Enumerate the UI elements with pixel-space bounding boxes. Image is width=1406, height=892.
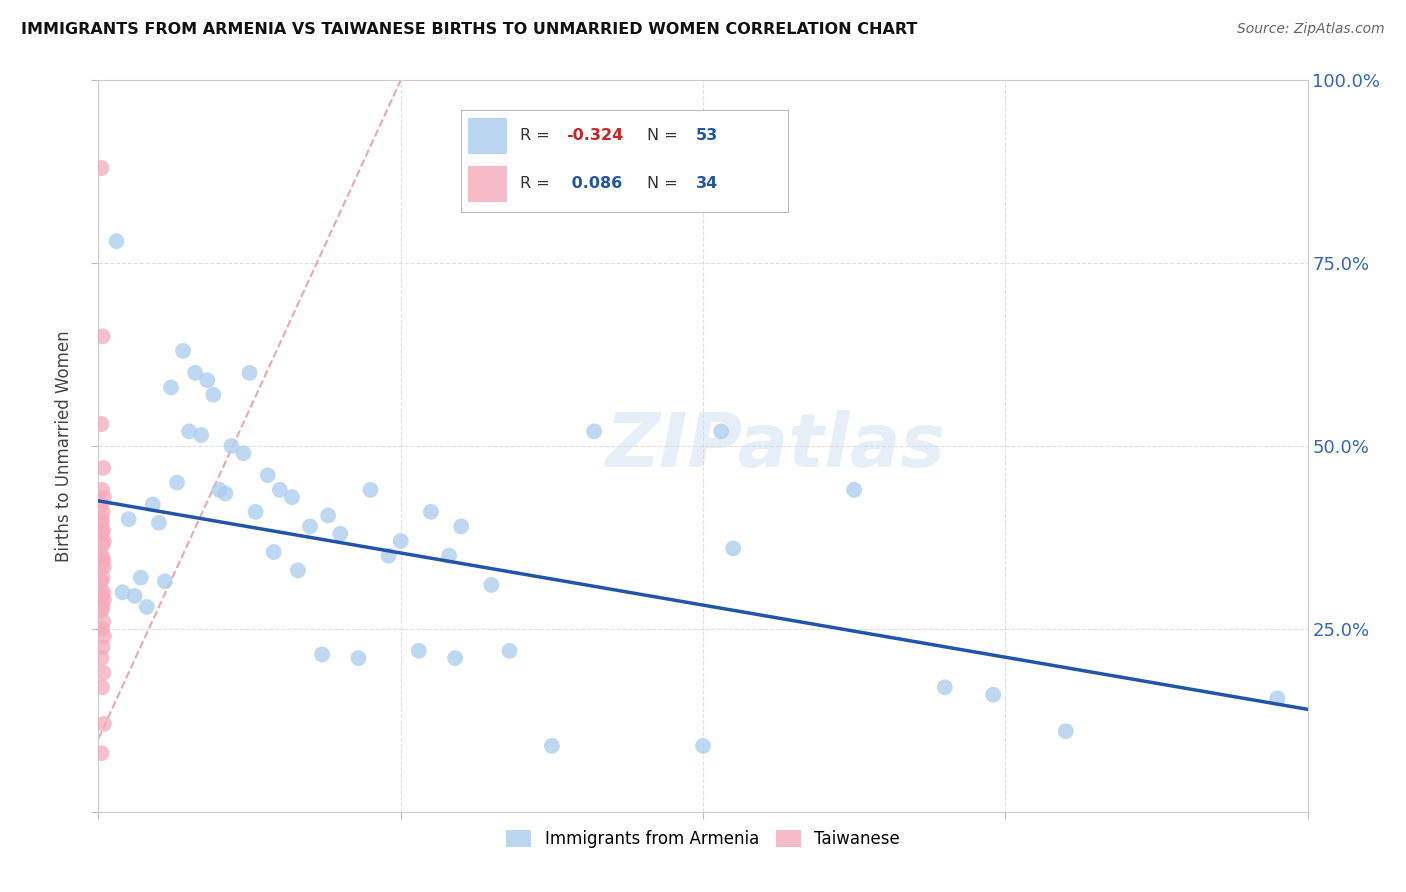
Point — [91, 523, 114, 537]
Point — [377, 549, 399, 563]
Point — [184, 366, 207, 380]
Point — [245, 505, 267, 519]
Point — [329, 526, 352, 541]
Point — [91, 552, 114, 566]
Point — [91, 622, 114, 636]
Point — [202, 388, 225, 402]
Point — [148, 516, 170, 530]
Point — [93, 490, 115, 504]
Point — [91, 640, 114, 655]
Point — [172, 343, 194, 358]
Point — [93, 559, 115, 574]
Point — [1267, 691, 1289, 706]
Point — [91, 461, 114, 475]
Point — [498, 644, 520, 658]
Y-axis label: Births to Unmarried Women: Births to Unmarried Women — [55, 330, 73, 562]
Point — [256, 468, 278, 483]
Point — [934, 681, 956, 695]
Point — [316, 508, 339, 523]
Point — [91, 556, 114, 570]
Legend: Immigrants from Armenia, Taiwanese: Immigrants from Armenia, Taiwanese — [499, 823, 907, 855]
Point — [91, 512, 114, 526]
Point — [281, 490, 304, 504]
Point — [129, 571, 152, 585]
Point — [135, 599, 157, 614]
Point — [91, 505, 114, 519]
Point — [91, 589, 114, 603]
Point — [90, 574, 112, 589]
Point — [208, 483, 231, 497]
Point — [287, 563, 309, 577]
Point — [360, 483, 382, 497]
Point — [90, 549, 112, 563]
Point — [981, 688, 1004, 702]
Point — [311, 648, 333, 662]
Point — [221, 439, 243, 453]
Point — [263, 545, 285, 559]
Point — [142, 498, 165, 512]
Text: ZIPatlas: ZIPatlas — [606, 409, 946, 483]
Point — [90, 161, 112, 175]
Point — [299, 519, 322, 533]
Point — [90, 498, 112, 512]
Point — [347, 651, 370, 665]
Point — [90, 516, 112, 530]
Point — [710, 425, 733, 439]
Point — [90, 417, 112, 431]
Point — [91, 571, 114, 585]
Point — [91, 526, 114, 541]
Point — [118, 512, 141, 526]
Point — [239, 366, 262, 380]
Point — [91, 599, 114, 614]
Point — [153, 574, 176, 589]
Point — [232, 446, 254, 460]
Point — [90, 746, 112, 760]
Point — [420, 505, 443, 519]
Point — [450, 519, 472, 533]
Point — [93, 534, 115, 549]
Point — [91, 665, 114, 680]
Point — [179, 425, 201, 439]
Point — [269, 483, 291, 497]
Point — [91, 483, 114, 497]
Text: Source: ZipAtlas.com: Source: ZipAtlas.com — [1237, 22, 1385, 37]
Point — [195, 373, 218, 387]
Point — [1054, 724, 1077, 739]
Point — [160, 380, 183, 394]
Point — [723, 541, 745, 556]
Point — [190, 428, 212, 442]
Point — [90, 651, 112, 665]
Point — [91, 615, 114, 629]
Point — [437, 549, 460, 563]
Text: IMMIGRANTS FROM ARMENIA VS TAIWANESE BIRTHS TO UNMARRIED WOMEN CORRELATION CHART: IMMIGRANTS FROM ARMENIA VS TAIWANESE BIR… — [21, 22, 918, 37]
Point — [91, 585, 114, 599]
Point — [91, 538, 114, 552]
Point — [583, 425, 606, 439]
Point — [540, 739, 562, 753]
Point — [444, 651, 467, 665]
Point — [105, 234, 128, 248]
Point — [111, 585, 134, 599]
Point — [91, 681, 114, 695]
Point — [93, 629, 115, 643]
Point — [214, 486, 236, 500]
Point — [481, 578, 503, 592]
Point — [93, 717, 115, 731]
Point — [389, 534, 412, 549]
Point — [844, 483, 866, 497]
Point — [408, 644, 430, 658]
Point — [166, 475, 188, 490]
Point — [90, 603, 112, 617]
Point — [91, 329, 114, 343]
Point — [93, 592, 115, 607]
Point — [124, 589, 146, 603]
Point — [692, 739, 714, 753]
